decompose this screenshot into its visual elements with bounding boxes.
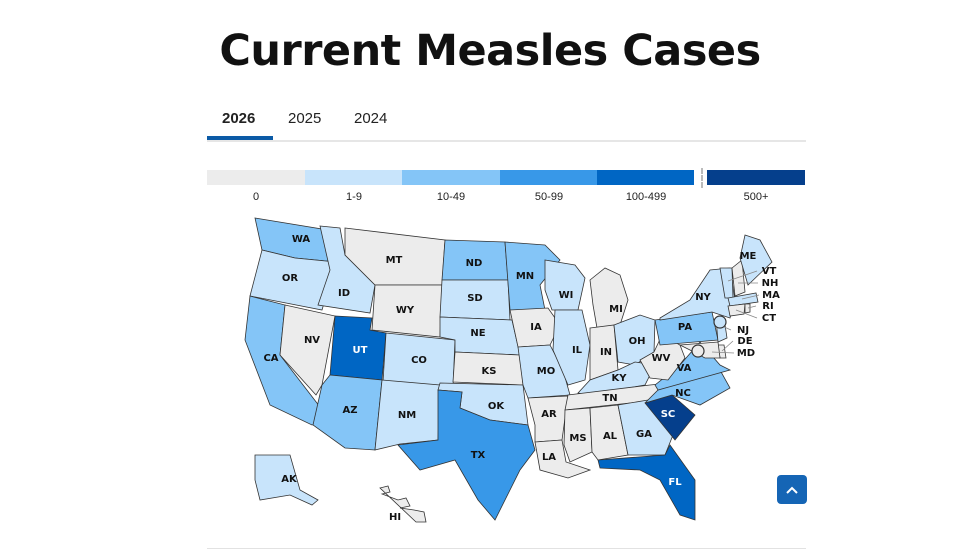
legend-divider <box>701 168 703 188</box>
legend-label: 50-99 <box>534 191 564 203</box>
state-label: TN <box>602 393 617 404</box>
state-label: KS <box>482 366 497 377</box>
divider <box>207 548 806 549</box>
state-label: LA <box>542 452 556 463</box>
state-me[interactable] <box>739 234 773 286</box>
state-label: UT <box>353 345 368 356</box>
state-label: WV <box>652 353 671 364</box>
state-label: MS <box>569 433 586 444</box>
state-ak[interactable] <box>254 454 319 506</box>
state-label: SD <box>467 293 483 304</box>
legend-swatch-0 <box>207 170 305 185</box>
state-label: ME <box>740 251 757 262</box>
state-label: MT <box>386 255 403 266</box>
state-il[interactable] <box>552 309 591 386</box>
legend-label: 500+ <box>743 191 769 203</box>
legend-swatch-1 <box>305 170 402 185</box>
state-label: NH <box>762 278 779 289</box>
state-label: NJ <box>737 325 749 336</box>
state-ma[interactable] <box>727 292 759 307</box>
state-label: NM <box>398 410 416 421</box>
state-nh[interactable] <box>731 259 746 297</box>
state-al[interactable] <box>589 404 629 461</box>
leader-line <box>727 270 758 282</box>
state-label: GA <box>636 429 652 440</box>
state-label: CO <box>411 355 427 366</box>
tab-2025[interactable]: 2025 <box>288 110 322 127</box>
state-label: OH <box>629 336 646 347</box>
legend-label: 10-49 <box>436 191 466 203</box>
state-label: AR <box>541 409 557 420</box>
state-marker-nj[interactable] <box>713 315 727 329</box>
state-label: ND <box>466 258 483 269</box>
state-mi[interactable] <box>589 267 629 329</box>
scroll-to-top-button[interactable] <box>777 475 807 504</box>
state-label: WY <box>396 305 415 316</box>
legend-swatch-2 <box>402 170 500 185</box>
state-label: CT <box>762 313 776 324</box>
state-tx[interactable] <box>397 389 536 521</box>
leader-line <box>711 351 735 354</box>
leader-line <box>735 309 758 319</box>
state-ga[interactable] <box>617 399 676 456</box>
legend-swatch-4 <box>597 170 694 185</box>
state-label: IA <box>530 322 542 333</box>
leader-line <box>721 340 734 352</box>
state-label: NV <box>304 335 320 346</box>
year-tabs: 2026 2025 2024 <box>207 108 806 142</box>
legend-label: 100-499 <box>625 191 667 203</box>
legend-label: 1-9 <box>346 191 362 203</box>
state-label: RI <box>762 301 773 312</box>
state-label: MI <box>609 304 623 315</box>
state-label: NE <box>470 328 485 339</box>
chevron-up-icon <box>786 486 798 494</box>
state-ri[interactable] <box>744 303 751 314</box>
state-label: IN <box>600 347 612 358</box>
state-label: AK <box>281 474 298 485</box>
state-label: PA <box>678 322 692 333</box>
state-label: SC <box>661 409 676 420</box>
state-id[interactable] <box>317 225 376 314</box>
page-title: Current Measles Cases <box>219 26 761 76</box>
state-label: TX <box>471 450 486 461</box>
state-hi[interactable] <box>379 485 427 523</box>
state-label: ID <box>338 288 350 299</box>
state-label: VT <box>762 266 777 277</box>
state-label: DE <box>737 336 752 347</box>
state-label: NY <box>695 292 711 303</box>
state-label: KY <box>612 373 628 384</box>
legend-swatch-5 <box>707 170 805 185</box>
state-label: IL <box>572 345 583 356</box>
state-label: WI <box>559 290 574 301</box>
tab-2026[interactable]: 2026 <box>222 110 256 127</box>
state-la[interactable] <box>534 439 592 479</box>
state-label: HI <box>389 512 401 523</box>
state-label: MA <box>762 290 780 301</box>
state-label: MN <box>516 271 534 282</box>
state-marker-md[interactable] <box>691 344 705 358</box>
state-nv[interactable] <box>279 304 336 396</box>
state-ms[interactable] <box>563 407 593 463</box>
active-tab-indicator <box>207 136 273 140</box>
state-label: OR <box>282 273 299 284</box>
state-fl[interactable] <box>597 444 696 521</box>
state-wi[interactable] <box>544 259 586 311</box>
leader-line <box>741 294 760 300</box>
legend-swatch-3 <box>500 170 597 185</box>
state-label: MO <box>537 366 555 377</box>
state-label: FL <box>668 477 682 488</box>
state-label: NC <box>675 388 691 399</box>
state-label: AZ <box>343 405 358 416</box>
state-label: WA <box>292 234 311 245</box>
legend-label: 0 <box>252 191 260 203</box>
tab-2024[interactable]: 2024 <box>354 110 388 127</box>
state-label: VA <box>677 363 692 374</box>
state-label: CA <box>263 353 278 364</box>
state-label: AL <box>603 431 618 442</box>
leader-line <box>747 305 757 309</box>
state-label: OK <box>488 401 506 412</box>
state-wv[interactable] <box>639 334 686 381</box>
state-label: MD <box>737 348 755 359</box>
